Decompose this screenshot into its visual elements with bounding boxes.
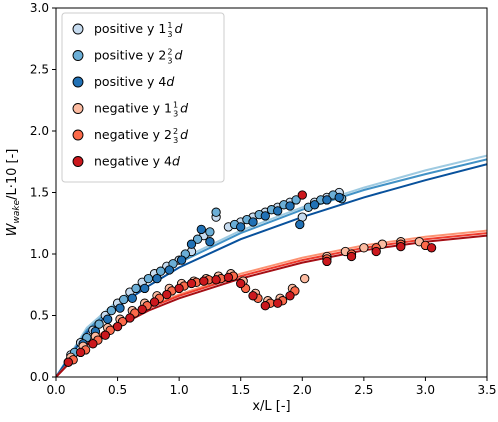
legend-marker — [72, 129, 84, 141]
y-tick-label: 2.0 — [30, 124, 49, 138]
data-point-series-5 — [100, 330, 110, 340]
legend-marker — [72, 103, 84, 114]
data-points — [63, 187, 437, 367]
data-point-series-1 — [192, 234, 203, 244]
x-tick-label: 3.5 — [477, 383, 496, 397]
data-point-series-5 — [211, 275, 221, 285]
legend-marker — [72, 23, 84, 35]
data-point-series-1 — [143, 273, 154, 284]
data-point-series-2 — [140, 283, 150, 294]
y-tick-label: 3.0 — [30, 1, 49, 15]
data-point-series-5 — [199, 276, 209, 286]
data-point-series-5 — [112, 321, 123, 332]
data-point-series-3 — [300, 273, 310, 284]
data-point-series-2 — [103, 314, 113, 324]
x-tick-label: 3.0 — [416, 383, 435, 397]
legend-marker — [72, 50, 84, 61]
data-point-series-5 — [346, 251, 357, 262]
x-tick-label: 2.5 — [354, 383, 373, 397]
data-point-series-2 — [248, 217, 258, 227]
x-axis-ticks: 0.0 0.5 1.0 1.5 2.0 2.5 3.0 3.5 — [46, 377, 497, 397]
x-tick-label: 0.5 — [108, 383, 127, 397]
data-point-series-2 — [196, 224, 206, 235]
y-axis-ticks: 0.0 0.5 1.0 1.5 2.0 2.5 3.0 — [30, 1, 56, 384]
data-point-series-5 — [426, 243, 437, 253]
data-point-series-2 — [115, 303, 125, 313]
data-point-series-2 — [164, 265, 174, 275]
legend-label: negative y 4d — [94, 154, 180, 169]
plot-area — [55, 7, 488, 378]
data-point-series-5 — [149, 297, 160, 307]
legend-label: negative y 11 3 d — [94, 101, 188, 119]
x-axis-label: x/L [-] — [252, 399, 290, 414]
data-point-series-5 — [75, 347, 86, 358]
data-point-series-2 — [127, 293, 137, 303]
fit-line-series-2 — [56, 163, 487, 377]
data-point-series-2 — [205, 237, 215, 247]
data-point-series-2 — [186, 239, 197, 249]
legend-label: positive y 22 3 d — [94, 48, 183, 66]
legend: positive y 11 3 d positive y 22 3 d positive y… — [61, 12, 225, 183]
y-tick-label: 2.5 — [30, 63, 49, 77]
data-point-series-5 — [248, 291, 258, 301]
legend-items: positive y 11 3 d positive y 22 3 d positive y… — [72, 21, 188, 169]
data-point-series-5 — [297, 190, 307, 200]
data-point-series-5 — [371, 246, 381, 257]
y-tick-label: 1.5 — [30, 186, 49, 200]
data-point-series-2 — [176, 255, 187, 265]
data-point-series-1 — [205, 227, 215, 237]
data-point-series-5 — [137, 304, 147, 315]
data-point-series-5 — [174, 283, 184, 294]
data-point-series-2 — [322, 195, 332, 205]
data-point-series-5 — [273, 298, 283, 308]
data-point-series-1 — [291, 195, 301, 205]
data-point-series-3 — [359, 243, 369, 253]
data-point-series-1 — [106, 305, 117, 316]
fit-lines — [56, 154, 487, 377]
data-point-series-2 — [309, 200, 320, 210]
data-point-series-2 — [285, 201, 295, 211]
data-point-series-1 — [94, 319, 104, 329]
legend-marker — [72, 156, 84, 167]
data-point-series-1 — [131, 283, 141, 294]
data-point-series-5 — [322, 256, 332, 267]
data-point-series-2 — [236, 222, 246, 232]
legend-marker — [72, 76, 84, 88]
data-point-series-2 — [152, 273, 162, 284]
x-tick-label: 2.0 — [293, 383, 312, 397]
data-point-series-5 — [396, 241, 406, 252]
y-tick-label: 0.0 — [30, 370, 49, 384]
x-tick-label: 1.0 — [170, 383, 189, 397]
data-point-series-1 — [119, 294, 129, 305]
x-tick-label: 1.5 — [231, 383, 250, 397]
y-tick-label: 1.0 — [30, 247, 49, 261]
data-point-series-2 — [295, 219, 305, 230]
data-point-series-1 — [211, 207, 221, 217]
data-point-series-5 — [186, 278, 197, 289]
data-point-series-2 — [273, 206, 283, 216]
data-point-series-5 — [223, 272, 234, 283]
data-point-series-5 — [285, 291, 295, 301]
data-point-series-5 — [125, 313, 135, 323]
y-tick-label: 0.5 — [30, 309, 49, 323]
data-point-series-5 — [162, 289, 172, 300]
x-tick-label: 0.0 — [46, 383, 65, 397]
data-point-series-2 — [334, 192, 344, 203]
legend-label: negative y 22 3 d — [94, 127, 188, 145]
legend-label: positive y 11 3 d — [94, 21, 183, 39]
data-point-series-2 — [260, 211, 270, 221]
data-point-series-5 — [260, 301, 270, 311]
y-axis-label: Wwake/L·10 [-] — [5, 149, 22, 237]
data-point-series-5 — [236, 278, 246, 289]
data-point-series-5 — [88, 339, 98, 349]
legend-label: positive y 4d — [94, 74, 174, 89]
data-point-series-5 — [63, 357, 73, 367]
legend-box — [61, 12, 225, 183]
